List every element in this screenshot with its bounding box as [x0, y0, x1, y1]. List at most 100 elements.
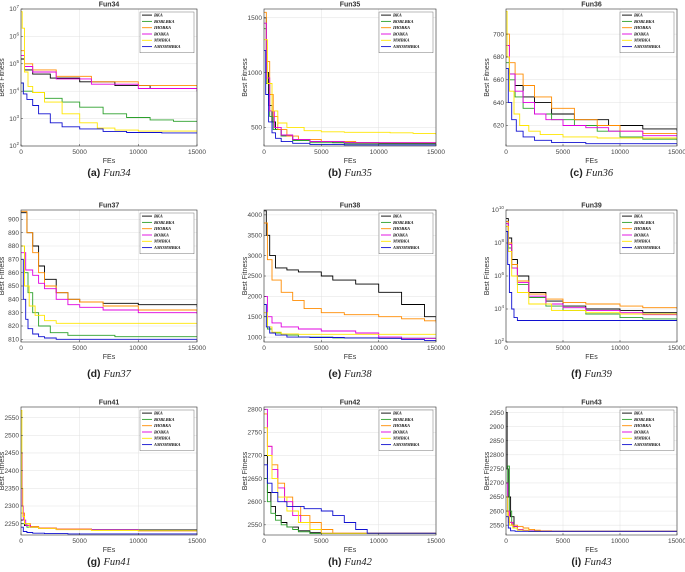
series-line-mmbka: [21, 11, 197, 132]
series-lines: [506, 10, 677, 145]
x-tick-label: 0: [262, 149, 266, 156]
x-tick-label: 10000: [611, 149, 629, 156]
y-tick-label: 1500: [248, 314, 263, 321]
y-tick-label: 2800: [490, 452, 505, 459]
chart-fun39: 0 5000 10000 15000 102 104 106 108 1010 Fun39 FEs B…: [484, 203, 685, 381]
y-tick-label: 104: [9, 86, 19, 95]
chart-fun35: 0 5000 10000 15000 500 1000 1500 Fun35 FEs Best F…: [242, 2, 445, 180]
legend-box: [619, 212, 675, 254]
legend-label: AMOMMBKA: [392, 44, 420, 49]
legend-label: BOBKA: [633, 429, 649, 434]
x-tick-label: 15000: [188, 149, 206, 156]
series-line-amommbka: [264, 50, 436, 146]
legend-label: BOBKA: [153, 232, 169, 237]
series-line-bobka: [264, 295, 436, 339]
legend-label: IHOBKA: [392, 226, 410, 231]
x-tick-label: 10000: [370, 345, 388, 352]
series-line-bobka: [506, 45, 677, 137]
y-axis-label: Best Fitness: [0, 58, 6, 97]
x-tick-label: 15000: [427, 538, 445, 545]
series-line-bobka: [264, 22, 436, 144]
legend-label: BOBLBKA: [153, 220, 175, 225]
series-lines: [21, 210, 197, 340]
legend-label: BOBLBKA: [633, 19, 655, 24]
y-tick-label: 4000: [248, 212, 263, 219]
y-tick-label: 2600: [490, 508, 505, 515]
x-tick-label: 0: [262, 345, 266, 352]
legend-label: AMOMMBKA: [392, 245, 420, 250]
series-line-bka: [264, 455, 436, 535]
y-tick-label: 840: [8, 297, 19, 304]
x-tick-label: 0: [19, 149, 23, 156]
legend-label: BOBLBKA: [633, 417, 655, 422]
legend-label: BKA: [392, 13, 402, 18]
panel-caption: (d) Fun37: [87, 368, 131, 380]
axes-frame: [20, 8, 198, 147]
x-axis-label: FEs: [585, 158, 598, 165]
y-tick-label: 2250: [5, 521, 20, 528]
x-tick-label: 15000: [668, 149, 685, 156]
axes-frame: [505, 8, 678, 147]
legend-label: MMBKA: [153, 436, 171, 441]
y-tick-label: 107: [9, 4, 19, 13]
legend-label: MMBKA: [392, 436, 410, 441]
y-tick-label: 500: [251, 125, 262, 132]
y-tick-label: 890: [8, 230, 19, 237]
y-tick-label: 2500: [248, 273, 263, 280]
y-tick-label: 1000: [248, 70, 263, 77]
x-tick-label: 5000: [72, 149, 87, 156]
y-tick-label: 108: [494, 238, 504, 247]
x-tick-label: 15000: [668, 345, 685, 352]
series-lines: [264, 210, 436, 342]
legend-label: BKA: [153, 13, 163, 18]
legend-box: [378, 11, 434, 53]
series-lines: [264, 408, 436, 535]
series-line-mmbka: [264, 312, 436, 335]
y-tick-label: 900: [8, 217, 19, 224]
series-line-ihobka: [264, 11, 436, 144]
x-tick-label: 10000: [129, 345, 147, 352]
y-tick-label: 2900: [490, 424, 505, 431]
chart-title: Fun37: [99, 203, 120, 210]
chart-title: Fun36: [581, 2, 602, 9]
x-tick-label: 10000: [611, 345, 629, 352]
x-tick-label: 10000: [370, 149, 388, 156]
legend-label: BOBLBKA: [392, 19, 414, 24]
y-tick-label: 700: [493, 31, 504, 38]
series-line-mmbka: [506, 496, 677, 532]
legend-box: [619, 409, 675, 451]
x-axis-label: FEs: [585, 354, 598, 361]
x-axis-label: FEs: [344, 354, 357, 361]
y-tick-label: 2550: [5, 415, 20, 422]
x-tick-label: 10000: [129, 149, 147, 156]
panel-caption: (b) Fun35: [328, 167, 372, 179]
y-tick-label: 102: [494, 337, 504, 346]
legend-label: IHOBKA: [153, 25, 171, 30]
legend-label: BOBKA: [633, 232, 649, 237]
series-line-mmbka: [264, 39, 436, 135]
y-tick-label: 850: [8, 283, 19, 290]
x-tick-label: 15000: [427, 345, 445, 352]
y-tick-label: 2000: [248, 294, 263, 301]
legend-label: BOBKA: [153, 31, 169, 36]
y-axis-label: Best Fitness: [242, 451, 249, 490]
y-tick-label: 820: [8, 323, 19, 330]
y-tick-label: 810: [8, 337, 19, 344]
chart-title: Fun38: [340, 203, 361, 210]
legend-label: AMOMMBKA: [153, 442, 181, 447]
axes-frame: [263, 406, 437, 536]
y-tick-label: 830: [8, 310, 19, 317]
y-tick-label: 2800: [248, 407, 263, 414]
legend-label: BKA: [153, 214, 163, 219]
y-axis-label: Best Fitness: [484, 58, 491, 97]
legend-label: BOBKA: [153, 429, 169, 434]
chart-title: Fun41: [99, 400, 120, 407]
chart-fun36: 0 5000 10000 15000 620 640 660 680 700 Fun36 FEs Be…: [484, 2, 685, 180]
x-axis-label: FEs: [103, 354, 116, 361]
